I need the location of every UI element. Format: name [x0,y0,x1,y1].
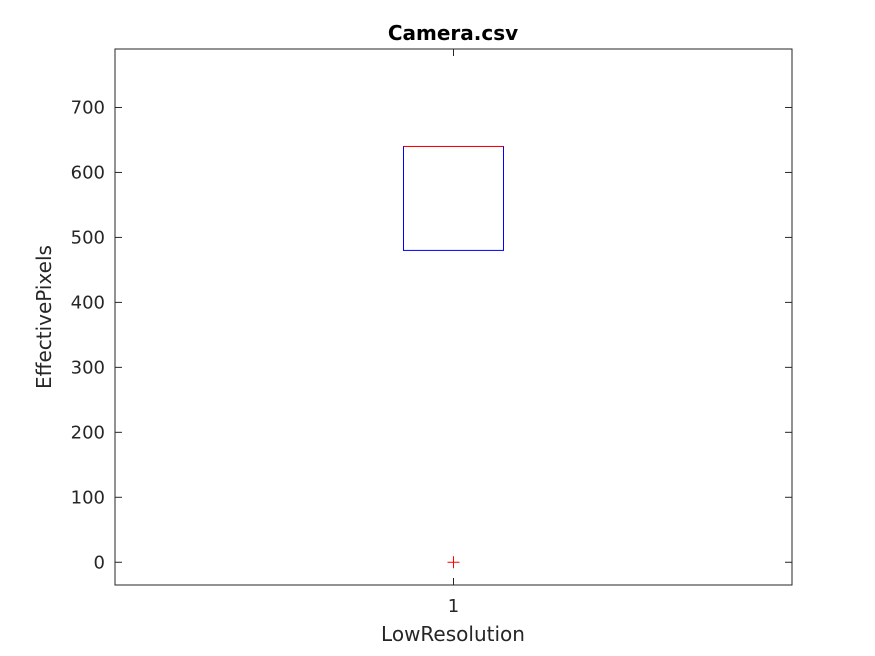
chart-title: Camera.csv [388,21,518,45]
y-tick-label: 400 [71,292,105,313]
outlier-marker [447,556,460,569]
y-tick-label: 100 [71,487,105,508]
y-tick-label: 700 [71,97,105,118]
y-tick-label: 600 [71,162,105,183]
y-axis-label: EffectivePixels [32,245,56,389]
y-tick-label: 300 [71,357,105,378]
y-tick-label: 0 [94,552,105,573]
x-axis-label: LowResolution [381,622,525,646]
x-axis-ticks: 1 [448,49,459,617]
x-tick-label: 1 [448,596,459,617]
boxes-group [403,145,504,569]
y-tick-label: 500 [71,227,105,248]
y-tick-label: 200 [71,422,105,443]
plot-area [114,48,793,586]
y-axis-ticks: 0 100 200 300 400 500 600 700 [71,97,792,573]
